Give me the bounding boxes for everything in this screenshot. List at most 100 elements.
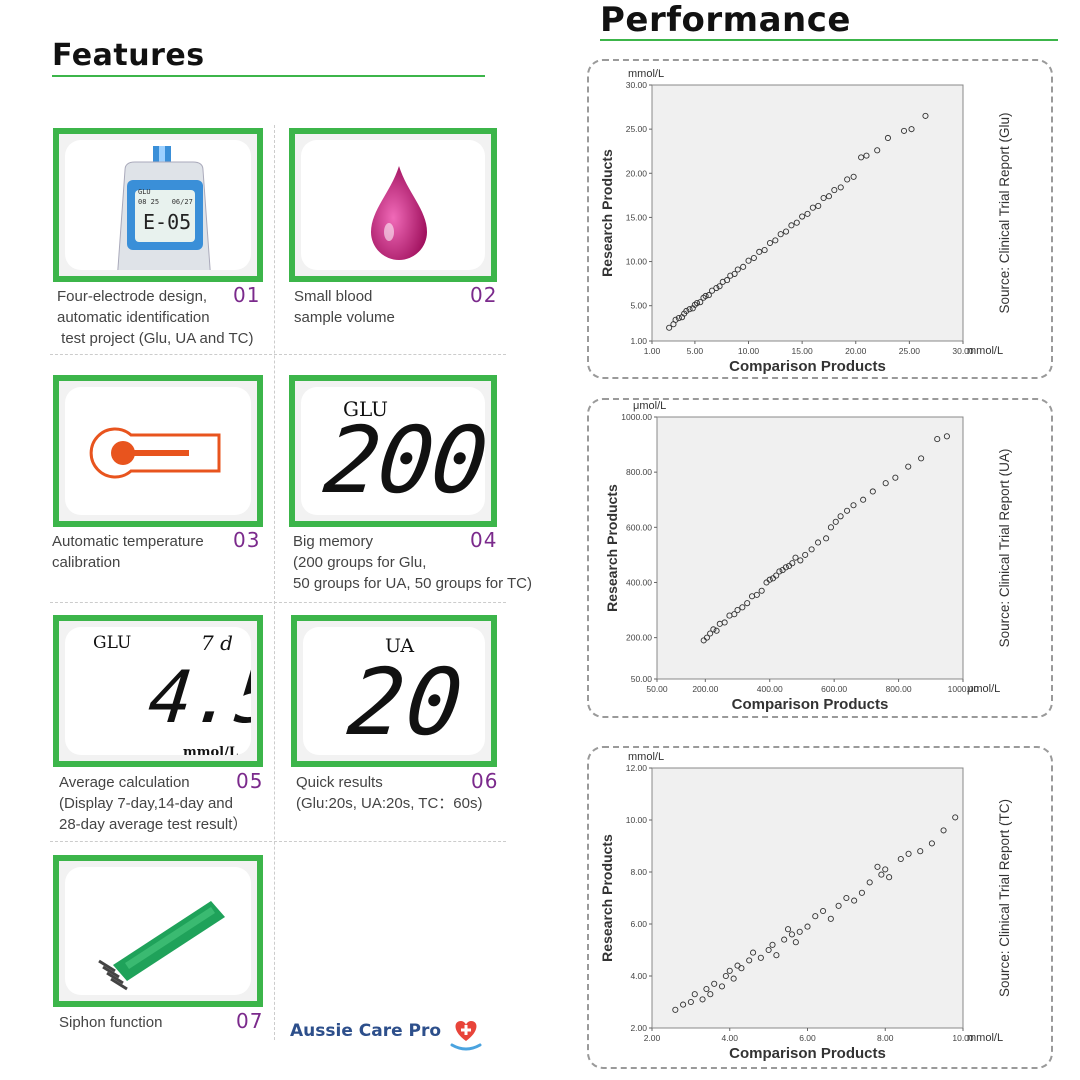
scatter-point (758, 587, 765, 594)
y-axis-title: Research Products (599, 834, 615, 962)
scatter-point (835, 902, 842, 909)
scatter-point (761, 247, 768, 254)
scatter-point (792, 554, 799, 561)
scatter-point (874, 147, 881, 154)
feature-03-image (53, 375, 263, 527)
performance-title-rule (600, 39, 1058, 41)
feature-01-number: 01 (233, 283, 261, 307)
scatter-point (827, 524, 834, 531)
scatter-point (683, 307, 690, 315)
scatter-point (952, 814, 959, 821)
scatter-point (922, 112, 929, 119)
x-tick-label: 1.00 (644, 346, 661, 356)
scatter-point (797, 557, 804, 564)
x-tick-label: 25.00 (899, 346, 921, 356)
thermometer-icon (89, 427, 221, 479)
scatter-point (796, 928, 803, 935)
plot-area-tc (651, 767, 964, 1029)
scatter-point (672, 316, 679, 323)
scatter-point (731, 611, 738, 618)
scatter-point (686, 306, 693, 313)
scatter-point (724, 277, 731, 284)
scatter-point (765, 946, 772, 954)
scatter-point (680, 1001, 687, 1008)
scatter-point (884, 134, 891, 142)
x-tick-label: 50.00 (646, 684, 668, 694)
scatter-point (750, 254, 757, 262)
scatter-point (866, 879, 873, 886)
scatter-point (691, 991, 698, 998)
x-unit-label: mmol/L (967, 345, 1003, 357)
scatter-point (702, 292, 709, 300)
feature-03-text: Automatic temperature calibration (52, 533, 204, 571)
scatter-point (897, 855, 904, 863)
scatter-point (905, 850, 912, 857)
chart-source-label: Source: Clinical Trial Report (UA) (997, 449, 1012, 648)
row-divider (50, 354, 506, 355)
scatter-point (837, 184, 844, 191)
scatter-point (772, 237, 779, 244)
scatter-point (850, 173, 857, 180)
test-strip-icon (98, 901, 225, 991)
scatter-point (799, 213, 806, 220)
y-tick-label: 600.00 (626, 522, 652, 532)
y-tick-label: 200.00 (626, 633, 652, 643)
scatter-point (820, 194, 827, 202)
feature-06-text: Quick results (Glu:20s, UA:20s, TC：60s) (296, 774, 483, 812)
scatter-point (693, 299, 701, 307)
x-tick-label: 1000.00 (948, 684, 979, 694)
scatter-point (808, 546, 815, 553)
chart-source-label: Source: Clinical Trial Report (Glu) (997, 112, 1012, 313)
scatter-point (844, 176, 851, 183)
scatter-point (781, 936, 788, 943)
scatter-point (812, 913, 819, 920)
y-axis-title: Research Products (599, 149, 615, 277)
x-tick-label: 200.00 (692, 684, 718, 694)
scatter-point (710, 626, 717, 633)
scatter-point (731, 270, 738, 277)
y-tick-label: 12.00 (626, 763, 648, 773)
scatter-point (672, 1006, 679, 1013)
y-tick-label: 25.00 (626, 124, 648, 134)
scatter-point (782, 564, 789, 571)
scatter-point (697, 299, 704, 306)
x-unit-label: mmol/L (967, 1032, 1003, 1044)
scatter-point (934, 436, 941, 443)
scatter-point (832, 518, 839, 525)
scatter-point (837, 513, 844, 520)
y-tick-label: 15.00 (626, 212, 648, 222)
scatter-point (908, 126, 915, 133)
row-divider (50, 841, 506, 842)
scatter-point (746, 957, 753, 964)
scatter-point (792, 939, 799, 946)
y-tick-label: 50.00 (631, 674, 653, 684)
chart-source-label: Source: Clinical Trial Report (TC) (997, 799, 1012, 997)
scatter-point (858, 889, 865, 896)
scatter-point (757, 954, 764, 961)
scatter-point (713, 284, 720, 292)
scatter-point (709, 287, 716, 294)
x-tick-label: 2.00 (644, 1033, 661, 1043)
meter-screen-value: E-05 (143, 210, 192, 234)
y-tick-label: 6.00 (630, 919, 647, 929)
feature-07-text: Siphon function (59, 1014, 163, 1031)
plot-area-glu (651, 84, 964, 342)
feature-01-text: Four-electrode design, automatic identif… (57, 288, 254, 347)
scatter-point (739, 604, 746, 611)
y-tick-label: 400.00 (626, 577, 652, 587)
scatter-point (777, 231, 784, 238)
feature-06-image: UA 20 (291, 615, 497, 767)
feature-03-number: 03 (233, 528, 261, 552)
performance-title: Performance (600, 0, 851, 40)
plot-area-ua (656, 416, 964, 680)
scatter-point (721, 619, 728, 626)
scatter-point (825, 193, 832, 200)
y-tick-label: 1.00 (630, 336, 647, 346)
scatter-point (745, 257, 752, 264)
scatter-point (716, 283, 723, 290)
scatter-point (766, 576, 773, 583)
features-title: Features (52, 38, 205, 73)
chart-glu-frame (587, 59, 1053, 379)
scatter-point (703, 985, 710, 993)
scatter-point (788, 222, 795, 229)
